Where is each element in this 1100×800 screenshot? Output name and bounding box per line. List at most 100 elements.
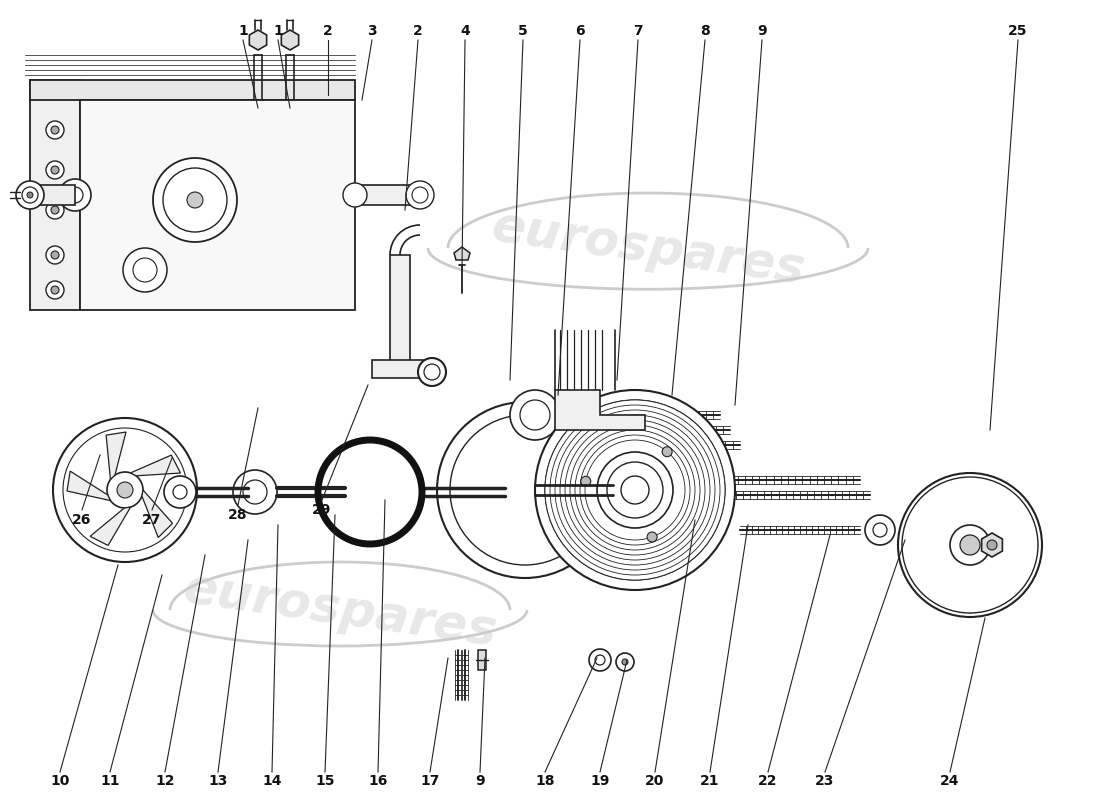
- Circle shape: [873, 523, 887, 537]
- Text: 11: 11: [100, 774, 120, 788]
- Circle shape: [960, 535, 980, 555]
- Circle shape: [46, 161, 64, 179]
- Polygon shape: [282, 30, 299, 50]
- Text: 20: 20: [646, 774, 664, 788]
- Polygon shape: [25, 185, 75, 205]
- Circle shape: [616, 653, 634, 671]
- Circle shape: [46, 201, 64, 219]
- Circle shape: [647, 532, 657, 542]
- Polygon shape: [30, 80, 80, 310]
- Circle shape: [59, 179, 91, 211]
- Polygon shape: [981, 533, 1002, 557]
- Circle shape: [520, 400, 550, 430]
- Polygon shape: [80, 100, 355, 310]
- Circle shape: [585, 440, 685, 540]
- Circle shape: [575, 430, 695, 550]
- Circle shape: [902, 477, 1038, 613]
- Circle shape: [173, 485, 187, 499]
- Circle shape: [570, 425, 700, 555]
- Text: 7: 7: [634, 24, 642, 38]
- Text: 18: 18: [536, 774, 554, 788]
- Circle shape: [51, 286, 59, 294]
- Circle shape: [164, 476, 196, 508]
- Circle shape: [607, 462, 663, 518]
- Circle shape: [233, 470, 277, 514]
- Polygon shape: [250, 30, 266, 50]
- Circle shape: [544, 400, 725, 580]
- Circle shape: [133, 258, 157, 282]
- Circle shape: [28, 192, 33, 198]
- Circle shape: [53, 418, 197, 562]
- Text: 1: 1: [238, 24, 248, 38]
- Circle shape: [51, 126, 59, 134]
- Circle shape: [621, 659, 628, 665]
- Circle shape: [597, 452, 673, 528]
- Text: 4: 4: [460, 24, 470, 38]
- Text: 22: 22: [758, 774, 778, 788]
- Polygon shape: [90, 507, 131, 546]
- Circle shape: [163, 168, 227, 232]
- Circle shape: [412, 187, 428, 203]
- Circle shape: [46, 246, 64, 264]
- Circle shape: [406, 181, 434, 209]
- Polygon shape: [355, 185, 420, 205]
- Circle shape: [51, 206, 59, 214]
- Circle shape: [46, 121, 64, 139]
- Circle shape: [535, 390, 735, 590]
- Circle shape: [437, 402, 613, 578]
- Text: 19: 19: [591, 774, 609, 788]
- Circle shape: [621, 476, 649, 504]
- Polygon shape: [478, 650, 486, 670]
- Circle shape: [153, 158, 236, 242]
- Circle shape: [510, 390, 560, 440]
- Text: 6: 6: [575, 24, 585, 38]
- Circle shape: [544, 400, 725, 580]
- Circle shape: [560, 415, 710, 565]
- Circle shape: [51, 251, 59, 259]
- Text: 3: 3: [367, 24, 377, 38]
- Circle shape: [565, 420, 705, 560]
- Text: 2: 2: [323, 24, 333, 38]
- Circle shape: [450, 415, 600, 565]
- Circle shape: [46, 281, 64, 299]
- Circle shape: [343, 183, 367, 207]
- Circle shape: [418, 358, 446, 386]
- Circle shape: [123, 248, 167, 292]
- Circle shape: [22, 187, 38, 203]
- Text: 12: 12: [155, 774, 175, 788]
- Circle shape: [51, 166, 59, 174]
- Circle shape: [662, 446, 672, 457]
- Text: 21: 21: [701, 774, 719, 788]
- Text: 5: 5: [518, 24, 528, 38]
- Text: 28: 28: [229, 508, 248, 522]
- Circle shape: [556, 410, 715, 570]
- Circle shape: [898, 473, 1042, 617]
- Text: 27: 27: [142, 513, 162, 527]
- Text: 15: 15: [316, 774, 334, 788]
- Circle shape: [580, 435, 690, 545]
- Text: 16: 16: [368, 774, 387, 788]
- Circle shape: [950, 525, 990, 565]
- Circle shape: [595, 655, 605, 665]
- Text: 9: 9: [475, 774, 485, 788]
- Circle shape: [117, 482, 133, 498]
- Text: 8: 8: [700, 24, 710, 38]
- Circle shape: [16, 181, 44, 209]
- Circle shape: [987, 540, 997, 550]
- Circle shape: [63, 428, 187, 552]
- Circle shape: [424, 364, 440, 380]
- Text: eurospares: eurospares: [180, 564, 499, 656]
- Text: 2: 2: [414, 24, 422, 38]
- Circle shape: [550, 405, 720, 575]
- Polygon shape: [67, 471, 110, 501]
- Polygon shape: [106, 432, 127, 479]
- Circle shape: [588, 649, 610, 671]
- Polygon shape: [30, 80, 355, 100]
- Circle shape: [243, 480, 267, 504]
- Polygon shape: [142, 490, 173, 538]
- Text: 25: 25: [1009, 24, 1027, 38]
- Polygon shape: [454, 247, 470, 260]
- Text: 13: 13: [208, 774, 228, 788]
- Polygon shape: [390, 255, 410, 370]
- Circle shape: [865, 515, 895, 545]
